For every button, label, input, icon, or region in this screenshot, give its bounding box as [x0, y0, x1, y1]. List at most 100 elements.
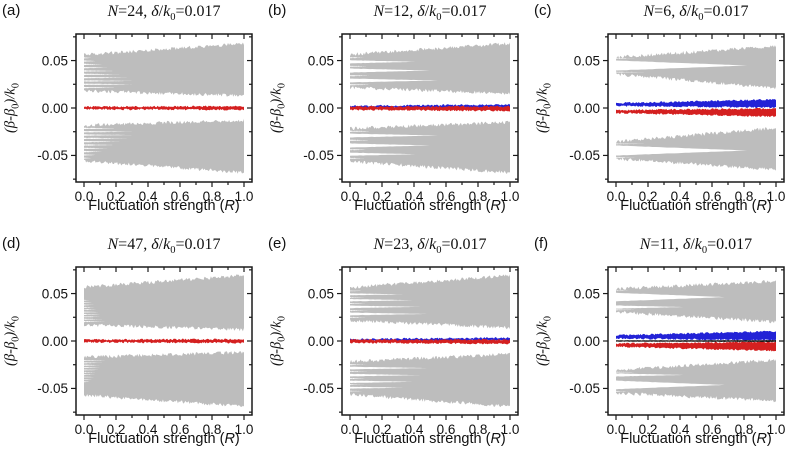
band-gap [84, 306, 96, 308]
band-gap [350, 386, 405, 389]
x-tick-label: 1.0 [767, 189, 786, 204]
band-gap [84, 316, 102, 318]
y-tick-label: -0.05 [303, 381, 334, 396]
x-axis-label: Fluctuation strength (R) [620, 198, 772, 214]
band-gap [84, 381, 91, 383]
band-gap [616, 145, 748, 156]
band-gap [616, 60, 748, 71]
x-tick-label: 1.0 [767, 422, 786, 437]
x-tick-label: 0.8 [735, 422, 754, 437]
panel-letter: (c) [534, 2, 552, 19]
band-gap [84, 76, 128, 79]
x-axis-label: Fluctuation strength (R) [354, 198, 506, 214]
x-tick-label: 0.6 [171, 189, 190, 204]
y-tick-label: -0.05 [37, 381, 68, 396]
x-axis-label: Fluctuation strength (R) [354, 431, 506, 447]
panel-title: N=24, δ/k0=0.017 [107, 3, 221, 24]
x-tick-label: 0.0 [607, 189, 626, 204]
band-gap [84, 364, 102, 366]
panel-a: (a) N=24, δ/k0=0.017 0.0 0.2 0.4 0.6 0.8 1.0 0… [0, 0, 266, 232]
plot-area: 0.0 0.2 0.4 0.6 0.8 1.0 0.05 0.00 -0.05 [303, 266, 519, 437]
x-tick-label: 0.6 [171, 422, 190, 437]
y-tick-label: 0.00 [42, 101, 68, 116]
band-gap [84, 60, 96, 62]
band-gap [350, 290, 363, 292]
band-gap [616, 156, 636, 158]
gray-band-lower [84, 351, 244, 407]
band-gap [350, 60, 418, 64]
band-gap [350, 139, 373, 141]
band-gap [84, 318, 104, 320]
band-gap [350, 293, 405, 296]
panel-b: (b) N=12, δ/k0=0.017 0.0 0.2 0.4 0.6 0.8 1.0 0… [266, 0, 532, 232]
panel-title: N=23, δ/k0=0.017 [373, 236, 487, 257]
x-axis-label: Fluctuation strength (R) [620, 431, 772, 447]
x-tick-label: 0.2 [107, 189, 126, 204]
gray-band-lower [84, 118, 244, 174]
panel-letter: (a) [2, 2, 21, 19]
x-tick-label: 0.8 [203, 422, 222, 437]
band-gap [350, 143, 430, 148]
x-tick-label: 0.6 [437, 189, 456, 204]
x-tick-label: 0.2 [373, 189, 392, 204]
band-gap [616, 58, 636, 60]
center-band-blue [616, 98, 776, 109]
plot-area: 0.0 0.2 0.4 0.6 0.8 1.0 0.05 0.00 -0.05 [37, 266, 254, 437]
band-gap [84, 150, 102, 153]
panel-title: N=12, δ/k0=0.017 [373, 3, 487, 24]
plot-frame [341, 33, 519, 183]
band-gap [350, 378, 366, 379]
y-tick-label: 0.00 [308, 334, 334, 349]
band-gap [84, 86, 116, 89]
x-tick-label: 0.6 [437, 422, 456, 437]
x-tick-label: 0.2 [107, 422, 126, 437]
center-band-red [350, 338, 510, 345]
band-gap [84, 67, 108, 69]
x-tick-label: 0.8 [469, 422, 488, 437]
band-gap [350, 133, 438, 138]
panel-c: (c) N=6, δ/k0=0.017 0.0 0.2 0.4 0.6 0.8 1.0 0.… [532, 0, 798, 232]
x-tick-label: 1.0 [235, 422, 254, 437]
band-gap [350, 373, 421, 377]
x-tick-label: 0.6 [703, 422, 722, 437]
band-gap [350, 370, 368, 372]
x-tick-label: 0.8 [735, 189, 754, 204]
band-gap [350, 366, 427, 370]
band-gap [350, 68, 430, 73]
x-tick-label: 1.0 [235, 189, 254, 204]
band-gap [84, 311, 99, 313]
y-tick-label: -0.05 [569, 381, 600, 396]
band-gap [350, 380, 414, 383]
band-gap [84, 134, 132, 136]
panel-title: N=47, δ/k0=0.017 [107, 236, 221, 257]
band-gap [350, 78, 438, 83]
band-gap [616, 305, 684, 309]
x-tick-label: 1.0 [501, 189, 520, 204]
band-gap [616, 373, 684, 377]
plot-area: 0.0 0.2 0.4 0.6 0.8 1.0 0.05 0.00 -0.05 [569, 266, 786, 437]
center-band-blue [616, 330, 776, 341]
panel-letter: (b) [268, 2, 287, 19]
center-band-black [616, 340, 776, 342]
panel-f: (f) N=11, δ/k0=0.017 0.0 0.2 0.4 0.6 0.8 1.0 0… [532, 233, 798, 465]
x-tick-label: 0.4 [671, 189, 690, 204]
band-gap [350, 303, 366, 304]
x-tick-label: 0.6 [703, 189, 722, 204]
band-gap [616, 292, 725, 302]
band-gap [84, 63, 102, 66]
band-gap [84, 374, 96, 376]
x-tick-label: 0.0 [75, 189, 94, 204]
x-axis-label: Fluctuation strength (R) [88, 431, 240, 447]
band-gap [84, 362, 104, 364]
band-gap [84, 320, 105, 323]
band-gap [84, 137, 128, 140]
y-tick-label: -0.05 [37, 148, 68, 163]
y-tick-label: 0.00 [574, 334, 600, 349]
plot-frame [75, 266, 253, 416]
band-gap [84, 83, 137, 85]
plot-area: 0.0 0.2 0.4 0.6 0.8 1.0 0.05 0.00 -0.05 [37, 33, 254, 204]
gray-band-lower [350, 120, 510, 174]
band-gap [84, 80, 132, 82]
x-axis-label: Fluctuation strength (R) [88, 198, 240, 214]
